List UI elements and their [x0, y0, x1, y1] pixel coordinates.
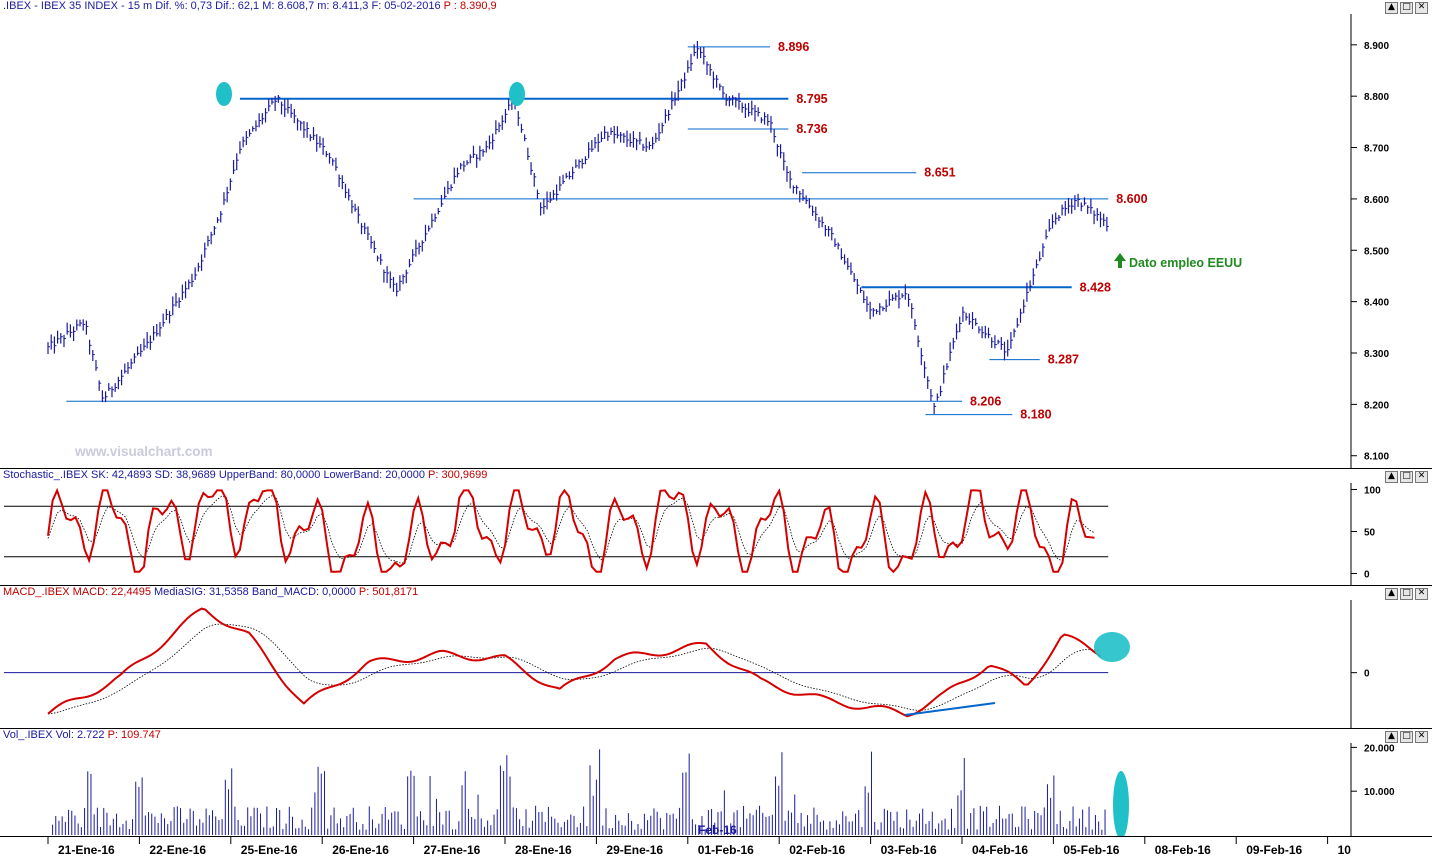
- volume-y-axis: 10.000 20.000: [1351, 743, 1395, 798]
- maximize-icon[interactable]: ▲: [1385, 471, 1398, 483]
- close-icon[interactable]: ✕: [1415, 588, 1428, 600]
- level-label: 8.736: [796, 122, 827, 136]
- highlight-marker: [1094, 632, 1130, 662]
- price-last: P : 8.390,9: [443, 0, 497, 12]
- level-label: 8.600: [1116, 192, 1147, 206]
- price-window-controls: ▲ □ ✕: [1385, 2, 1428, 14]
- date-label: 26-Ene-16: [332, 843, 389, 857]
- close-icon[interactable]: ✕: [1415, 731, 1428, 743]
- volume-window-controls: ▲ □ ✕: [1385, 731, 1428, 743]
- volume-chart[interactable]: 10.000 20.000 Feb-16: [0, 729, 1432, 836]
- volume-title: Vol_.IBEX Vol: 2.722 P: 109.747: [3, 729, 161, 741]
- stochastic-chart[interactable]: 0 50 100: [0, 469, 1432, 585]
- y-tick-label: 8.100: [1364, 452, 1389, 463]
- y-tick-label: 8.700: [1364, 144, 1389, 155]
- macd-signal-line: [47, 623, 1101, 715]
- date-label: 21-Ene-16: [58, 843, 115, 857]
- price-panel[interactable]: .IBEX - IBEX 35 INDEX - 15 m Dif. %: 0,7…: [0, 0, 1432, 469]
- level-label: 8.206: [970, 394, 1001, 408]
- maximize-icon[interactable]: ▲: [1385, 588, 1398, 600]
- date-label: 29-Ene-16: [606, 843, 663, 857]
- y-tick-label: 8.300: [1364, 349, 1389, 360]
- date-label: 22-Ene-16: [149, 843, 206, 857]
- restore-icon[interactable]: □: [1400, 471, 1413, 483]
- highlight-marker: [509, 82, 525, 106]
- macd-panel[interactable]: MACD_.IBEX MACD: 22,4495 MediaSIG: 31,53…: [0, 586, 1432, 729]
- price-bars: [47, 40, 1109, 414]
- price-panel-title: .IBEX - IBEX 35 INDEX - 15 m Dif. %: 0,7…: [3, 0, 497, 12]
- y-tick-label: 20.000: [1364, 743, 1395, 754]
- volume-inside-date: Feb-16: [698, 823, 737, 836]
- price-symbol: .IBEX - IBEX 35 INDEX -: [3, 0, 125, 12]
- date-axis: 21-Ene-16 22-Ene-16 25-Ene-16 26-Ene-16 27-E…: [47, 836, 1352, 857]
- level-label: 8.795: [796, 92, 827, 106]
- date-label: 25-Ene-16: [241, 843, 298, 857]
- price-levels: 8.896 8.795 8.736 8.651 8.600 8.428 8.287 8.206…: [66, 40, 1148, 422]
- date-label: 05-Feb-16: [1063, 843, 1119, 857]
- macd-y-axis: 0: [1351, 669, 1370, 680]
- macd-title: MACD_.IBEX MACD: 22,4495 MediaSIG: 31,53…: [3, 586, 418, 598]
- stochastic-window-controls: ▲ □ ✕: [1385, 471, 1428, 483]
- date-label: 10: [1338, 843, 1352, 857]
- macd-last: P: 501,8171: [358, 586, 419, 598]
- stochastic-last: P: 300,9699: [428, 469, 488, 481]
- date-label: 02-Feb-16: [789, 843, 845, 857]
- date-label: 04-Feb-16: [972, 843, 1028, 857]
- level-label: 8.651: [924, 166, 955, 180]
- stochastic-bands: [4, 505, 1109, 558]
- date-label: 08-Feb-16: [1155, 843, 1211, 857]
- volume-last: P: 109.747: [107, 729, 161, 741]
- restore-icon[interactable]: □: [1400, 588, 1413, 600]
- macd-main-line: [47, 607, 1102, 718]
- y-tick-label: 50: [1364, 528, 1376, 539]
- price-chart[interactable]: www.visualchart.com 8.100 8.200 8.300 8.400…: [0, 0, 1432, 468]
- level-label: 8.287: [1048, 353, 1079, 367]
- stochastic-sk-line: [47, 487, 1095, 574]
- y-tick-label: 8.500: [1364, 246, 1389, 257]
- macd-chart[interactable]: 0: [0, 586, 1432, 728]
- date-label: 28-Ene-16: [515, 843, 572, 857]
- y-tick-label: 8.400: [1364, 298, 1389, 309]
- date-label: 03-Feb-16: [881, 843, 937, 857]
- volume-bars: [52, 749, 1106, 835]
- note-label: Dato empleo EEUU: [1129, 256, 1242, 270]
- close-icon[interactable]: ✕: [1415, 2, 1428, 14]
- date-label: 09-Feb-16: [1246, 843, 1302, 857]
- date-label: 27-Ene-16: [424, 843, 481, 857]
- restore-icon[interactable]: □: [1400, 731, 1413, 743]
- y-tick-label: 10.000: [1364, 787, 1395, 798]
- volume-panel[interactable]: Vol_.IBEX Vol: 2.722 P: 109.747 ▲ □ ✕ 10…: [0, 729, 1432, 837]
- note-arrow-icon: [1114, 253, 1126, 268]
- price-y-axis: 8.100 8.200 8.300 8.400 8.500 8.600 8.700 8.800…: [1351, 41, 1389, 463]
- y-tick-label: 100: [1364, 486, 1381, 497]
- volume-label: Vol_.IBEX Vol: 2.722: [3, 729, 105, 741]
- date-label: 01-Feb-16: [698, 843, 754, 857]
- macd-label-rest: MediaSIG: 31,5358 Band_MACD: 0,0000: [154, 586, 356, 598]
- restore-icon[interactable]: □: [1400, 2, 1413, 14]
- price-stats: 15 m Dif. %: 0,73 Dif.: 62,1 M: 8.608,7 …: [127, 0, 441, 12]
- close-icon[interactable]: ✕: [1415, 471, 1428, 483]
- y-tick-label: 8.600: [1364, 195, 1389, 206]
- macd-label-main: MACD_.IBEX MACD: 22,4495: [3, 586, 151, 598]
- level-label: 8.180: [1020, 408, 1051, 422]
- stochastic-title: Stochastic_.IBEX SK: 42,4893 SD: 38,9689…: [3, 469, 487, 481]
- stochastic-label: Stochastic_.IBEX SK: 42,4893 SD: 38,9689…: [3, 469, 425, 481]
- watermark: www.visualchart.com: [74, 444, 213, 459]
- date-ticks: 21-Ene-16 22-Ene-16 25-Ene-16 26-Ene-16 27-E…: [47, 836, 1352, 857]
- level-label: 8.896: [778, 40, 809, 54]
- stochastic-panel[interactable]: Stochastic_.IBEX SK: 42,4893 SD: 38,9689…: [0, 469, 1432, 586]
- y-tick-label: 8.200: [1364, 400, 1389, 411]
- y-tick-label: 8.900: [1364, 41, 1389, 52]
- macd-window-controls: ▲ □ ✕: [1385, 588, 1428, 600]
- highlight-marker: [1113, 771, 1129, 836]
- y-tick-label: 0: [1364, 669, 1370, 680]
- y-tick-label: 8.800: [1364, 92, 1389, 103]
- stochastic-y-axis: 0 50 100: [1351, 486, 1381, 580]
- maximize-icon[interactable]: ▲: [1385, 731, 1398, 743]
- highlight-marker: [216, 82, 232, 106]
- divergence-line: [904, 702, 996, 716]
- level-label: 8.428: [1080, 280, 1111, 294]
- y-tick-label: 0: [1364, 569, 1370, 580]
- maximize-icon[interactable]: ▲: [1385, 2, 1398, 14]
